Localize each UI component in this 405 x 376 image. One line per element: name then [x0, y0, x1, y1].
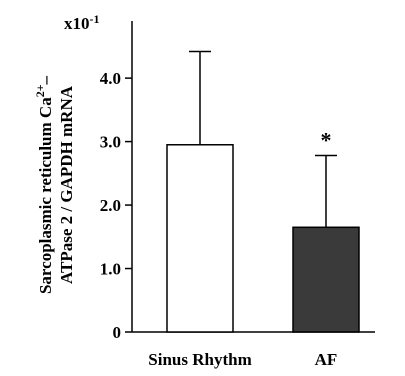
y-axis-title-line1-suffix: – — [36, 75, 55, 85]
y-scale-base: x10 — [64, 14, 90, 33]
y-tick-label: 3.0 — [100, 133, 121, 152]
y-tick-label: 4.0 — [100, 69, 121, 88]
y-axis-title-line1-prefix: Sarcoplasmic reticulum Ca — [36, 97, 55, 294]
category-label: AF — [315, 350, 338, 369]
bar-sinus-rhythm — [166, 144, 234, 333]
y-scale-exponent: -1 — [90, 12, 100, 26]
y-axis-title-line2: ATPase 2 / GAPDH mRNA — [57, 85, 76, 284]
y-tick-label: 2.0 — [100, 196, 121, 215]
y-axis-ticks: 0 1.0 2.0 3.0 4.0 — [100, 69, 132, 342]
category-label: Sinus Rhythm — [148, 350, 251, 369]
category-labels: Sinus Rhythm AF — [148, 350, 337, 369]
annotations: * — [321, 128, 332, 153]
y-scale-label: x10-1 — [64, 12, 100, 33]
error-bars — [189, 50, 337, 228]
bars — [166, 144, 360, 333]
y-tick-label: 1.0 — [100, 260, 121, 279]
bar-af — [292, 226, 360, 333]
y-axis-title: Sarcoplasmic reticulum Ca2+– ATPase 2 / … — [33, 75, 76, 294]
significance-marker: * — [321, 128, 332, 153]
y-axis-title-line1-sup: 2+ — [33, 84, 47, 97]
y-axis-title-line1: Sarcoplasmic reticulum Ca2+– — [33, 75, 55, 294]
y-tick-label: 0 — [113, 323, 122, 342]
